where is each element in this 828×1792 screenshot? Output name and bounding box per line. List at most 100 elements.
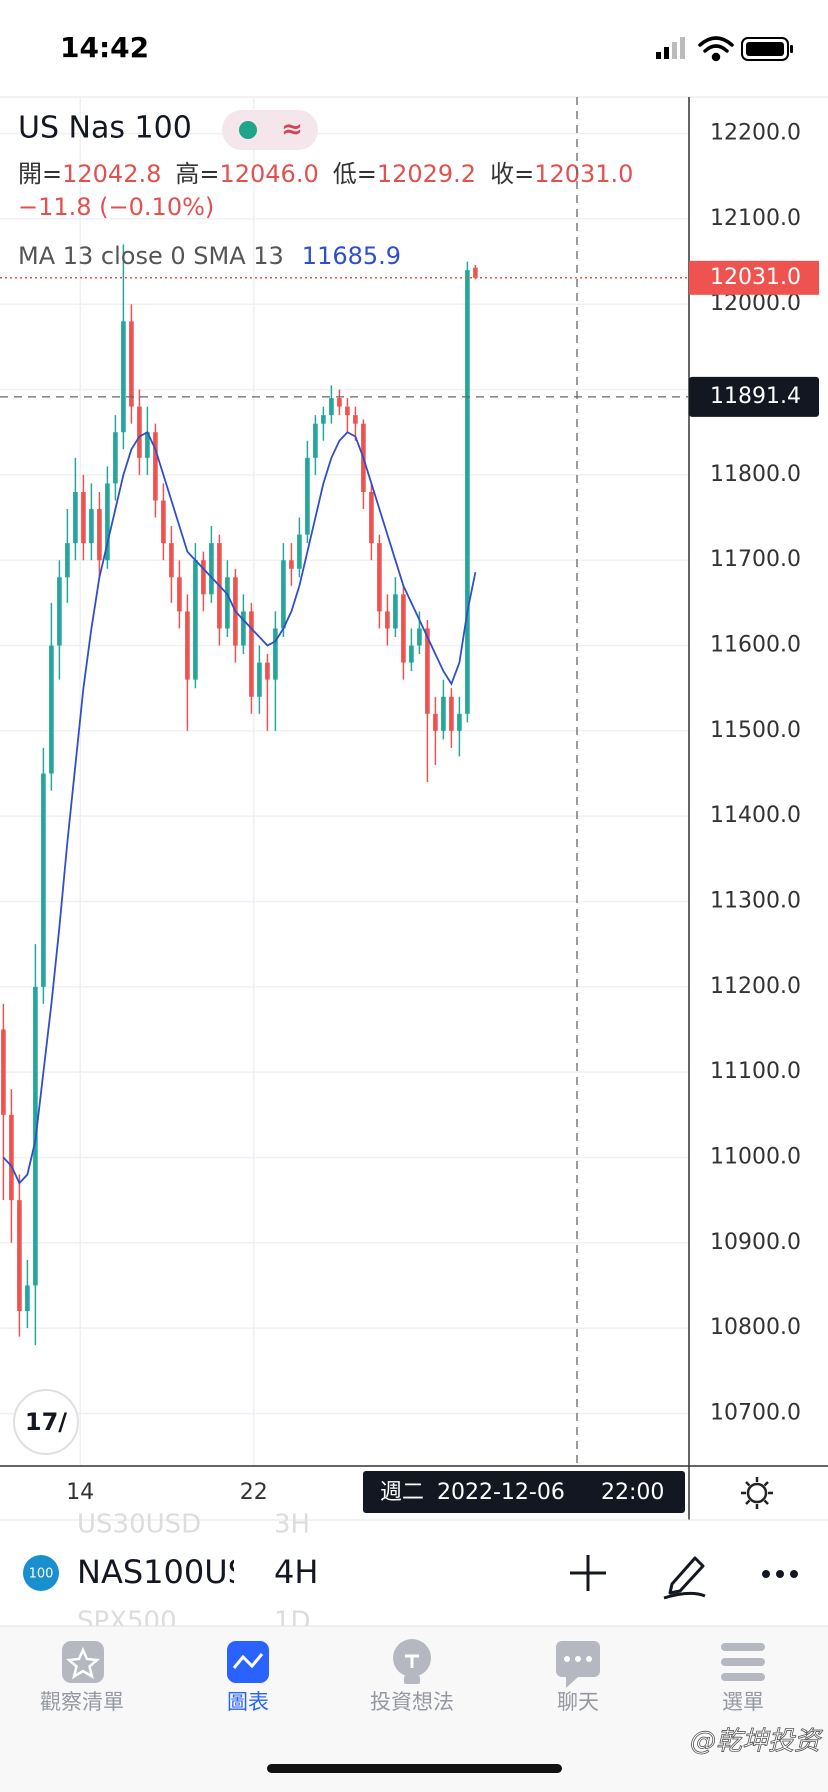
candle-body: [417, 628, 422, 646]
tab-icon[interactable]: [556, 1641, 600, 1688]
candle-body: [137, 406, 142, 458]
candle-body: [393, 594, 398, 629]
y-tick-label: 12100.0: [710, 206, 801, 231]
candle-body: [273, 628, 278, 680]
change: −11.8 (−0.10%): [18, 193, 214, 221]
settings-icon[interactable]: [741, 1477, 773, 1509]
y-tick-label: 12200.0: [710, 121, 801, 146]
candle-body: [145, 432, 150, 458]
ghost-symbol: US30USD: [77, 1510, 201, 1540]
y-tick-label: 11100.0: [710, 1059, 801, 1084]
candle-body: [321, 415, 326, 424]
candle-body: [41, 773, 46, 987]
candle-body: [97, 509, 102, 561]
y-tick-label: 10700.0: [710, 1400, 801, 1425]
candle-body: [353, 415, 358, 424]
candle-body: [185, 611, 190, 680]
add-button[interactable]: [570, 1555, 606, 1591]
ohlc-value: 12031.0: [534, 160, 633, 188]
y-tick-label: 11300.0: [710, 889, 801, 914]
ohlc-label: 開=: [18, 160, 62, 188]
candle-body: [1, 1029, 6, 1115]
battery-icon: [741, 37, 793, 61]
y-tick-label: 12000.0: [710, 291, 801, 316]
y-tick-label: 11200.0: [710, 974, 801, 999]
crosshair-time: 22:00: [601, 1480, 664, 1505]
candle-body: [257, 662, 262, 697]
tab-label[interactable]: 投資想法: [370, 1690, 454, 1714]
ghost-interval: 3H: [274, 1510, 310, 1540]
axis: 10700.0 10800.0 10900.0 11000.0 11100.0 11200…: [66, 121, 819, 1505]
svg-text:17/: 17/: [25, 1408, 67, 1436]
ohlc-value: 12029.2: [377, 160, 476, 188]
candle-body: [225, 577, 230, 629]
indicator-legend: MA 13 close 0 SMA 13 11685.9: [18, 242, 401, 270]
candle-body: [433, 713, 438, 731]
last-price-box: [689, 260, 819, 295]
candle-body: [337, 398, 342, 407]
candle-body: [49, 645, 54, 774]
y-tick-label: 11000.0: [710, 1144, 801, 1169]
candle-body: [329, 398, 334, 416]
svg-text:≈: ≈: [281, 115, 303, 145]
tab-label[interactable]: 選單: [722, 1690, 764, 1714]
tab-icon[interactable]: [62, 1641, 104, 1683]
tab-icon[interactable]: [227, 1641, 269, 1683]
wifi-icon: [698, 36, 734, 62]
candle-body: [465, 270, 470, 714]
candle-body: [385, 611, 390, 629]
candle-body: [65, 543, 70, 578]
indicator-name: MA 13 close 0 SMA 13: [18, 242, 284, 270]
tv-logo[interactable]: 17/: [13, 1389, 79, 1455]
crosshair-day: 週二: [380, 1480, 424, 1505]
symbol[interactable]: NAS100US: [77, 1553, 248, 1591]
crosshair-price-box: [689, 376, 819, 417]
y-tick-label: 11500.0: [710, 718, 801, 743]
candle-body: [193, 560, 198, 680]
candle-body: [369, 491, 374, 544]
indicator-value: 11685.9: [302, 242, 401, 270]
interval[interactable]: 4H: [274, 1553, 318, 1591]
y-tick-label: 11600.0: [710, 633, 801, 658]
y-tick-label: 10800.0: [710, 1315, 801, 1340]
candle-body: [25, 1285, 30, 1312]
candle-body: [81, 491, 86, 544]
candle-body: [449, 696, 454, 731]
ohlc-label: 高=: [175, 160, 219, 188]
candle-body: [457, 713, 462, 731]
tab-label[interactable]: 圖表: [227, 1690, 269, 1714]
candle-body: [209, 543, 214, 595]
candle-body: [409, 645, 414, 663]
candle-body: [113, 432, 118, 484]
candle-body: [201, 560, 206, 595]
tab-label[interactable]: 聊天: [557, 1690, 599, 1714]
draw-button[interactable]: [663, 1556, 706, 1600]
candle-body: [105, 483, 110, 561]
candle-body: [281, 560, 286, 629]
crosshair-date: 2022-12-06: [437, 1480, 565, 1505]
tab-icon[interactable]: [721, 1643, 765, 1681]
candle-body: [297, 534, 302, 569]
candle-body: [177, 577, 182, 612]
y-tick-label: 11700.0: [710, 547, 801, 572]
signal-icon: [656, 37, 685, 59]
tab-icon[interactable]: [393, 1639, 431, 1684]
candle-body: [73, 491, 78, 544]
badge-text: 100: [29, 1567, 54, 1582]
crosshair-date-box: [363, 1471, 685, 1513]
candle-body: [169, 543, 174, 578]
crosshair-price-label: 11891.4: [710, 384, 801, 409]
candle-body: [89, 509, 94, 544]
candle-body: [249, 611, 254, 697]
y-tick-label: 10900.0: [710, 1230, 801, 1255]
candle-body: [121, 321, 126, 433]
candle-body: [161, 500, 166, 544]
last-price-label: 12031.0: [710, 265, 801, 290]
home-indicator: [267, 1764, 562, 1773]
tab-label[interactable]: 觀察清單: [40, 1690, 124, 1714]
candle-body: [441, 696, 446, 731]
more-button[interactable]: [762, 1570, 798, 1578]
candle-body: [401, 594, 406, 663]
candle-body: [17, 1200, 22, 1312]
